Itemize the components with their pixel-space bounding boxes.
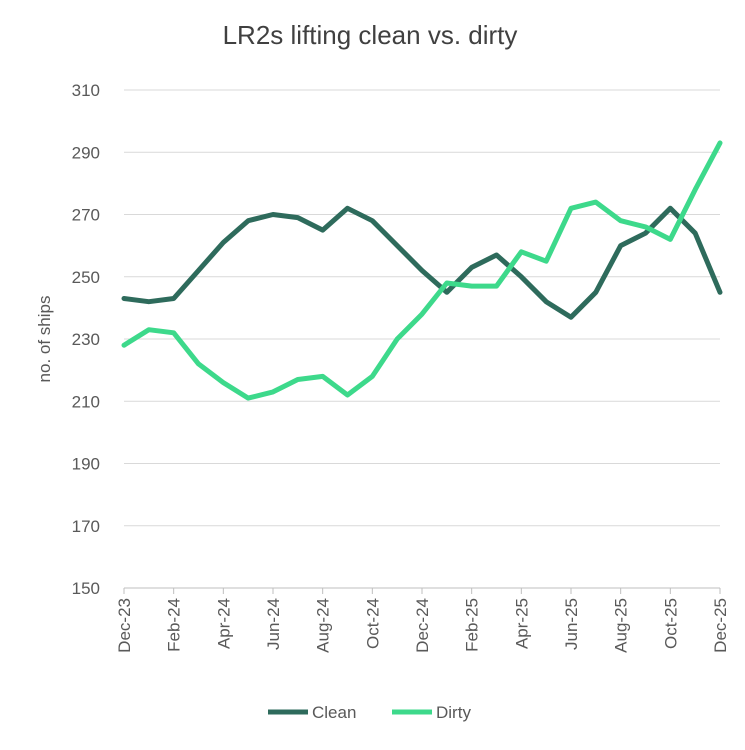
x-tick-label: Dec-24 <box>413 598 432 653</box>
y-tick-label: 190 <box>72 455 100 474</box>
x-tick-label: Oct-25 <box>661 598 680 649</box>
y-tick-label: 310 <box>72 81 100 100</box>
data-line <box>121 205 723 320</box>
x-tick-label: Aug-25 <box>612 598 631 653</box>
chart-title: LR2s lifting clean vs. dirty <box>223 20 518 50</box>
y-tick-label: 170 <box>72 517 100 536</box>
x-tick-label: Feb-25 <box>463 598 482 652</box>
y-tick-label: 230 <box>72 330 100 349</box>
legend-label: Dirty <box>436 703 471 722</box>
x-tick-label: Dec-23 <box>115 598 134 653</box>
y-tick-label: 250 <box>72 268 100 287</box>
y-tick-label: 290 <box>72 143 100 162</box>
y-tick-label: 210 <box>72 392 100 411</box>
legend-label: Clean <box>312 703 356 722</box>
x-tick-label: Apr-24 <box>214 598 233 649</box>
x-tick-label: Dec-25 <box>711 598 730 653</box>
x-tick-label: Jun-25 <box>562 598 581 650</box>
x-tick-label: Jun-24 <box>264 598 283 650</box>
x-tick-label: Apr-25 <box>512 598 531 649</box>
y-axis-label: no. of ships <box>35 296 54 383</box>
data-line <box>121 140 723 401</box>
y-tick-label: 150 <box>72 579 100 598</box>
x-tick-label: Feb-24 <box>165 598 184 652</box>
x-tick-label: Oct-24 <box>363 598 382 649</box>
x-tick-label: Aug-24 <box>314 598 333 653</box>
y-tick-label: 270 <box>72 206 100 225</box>
